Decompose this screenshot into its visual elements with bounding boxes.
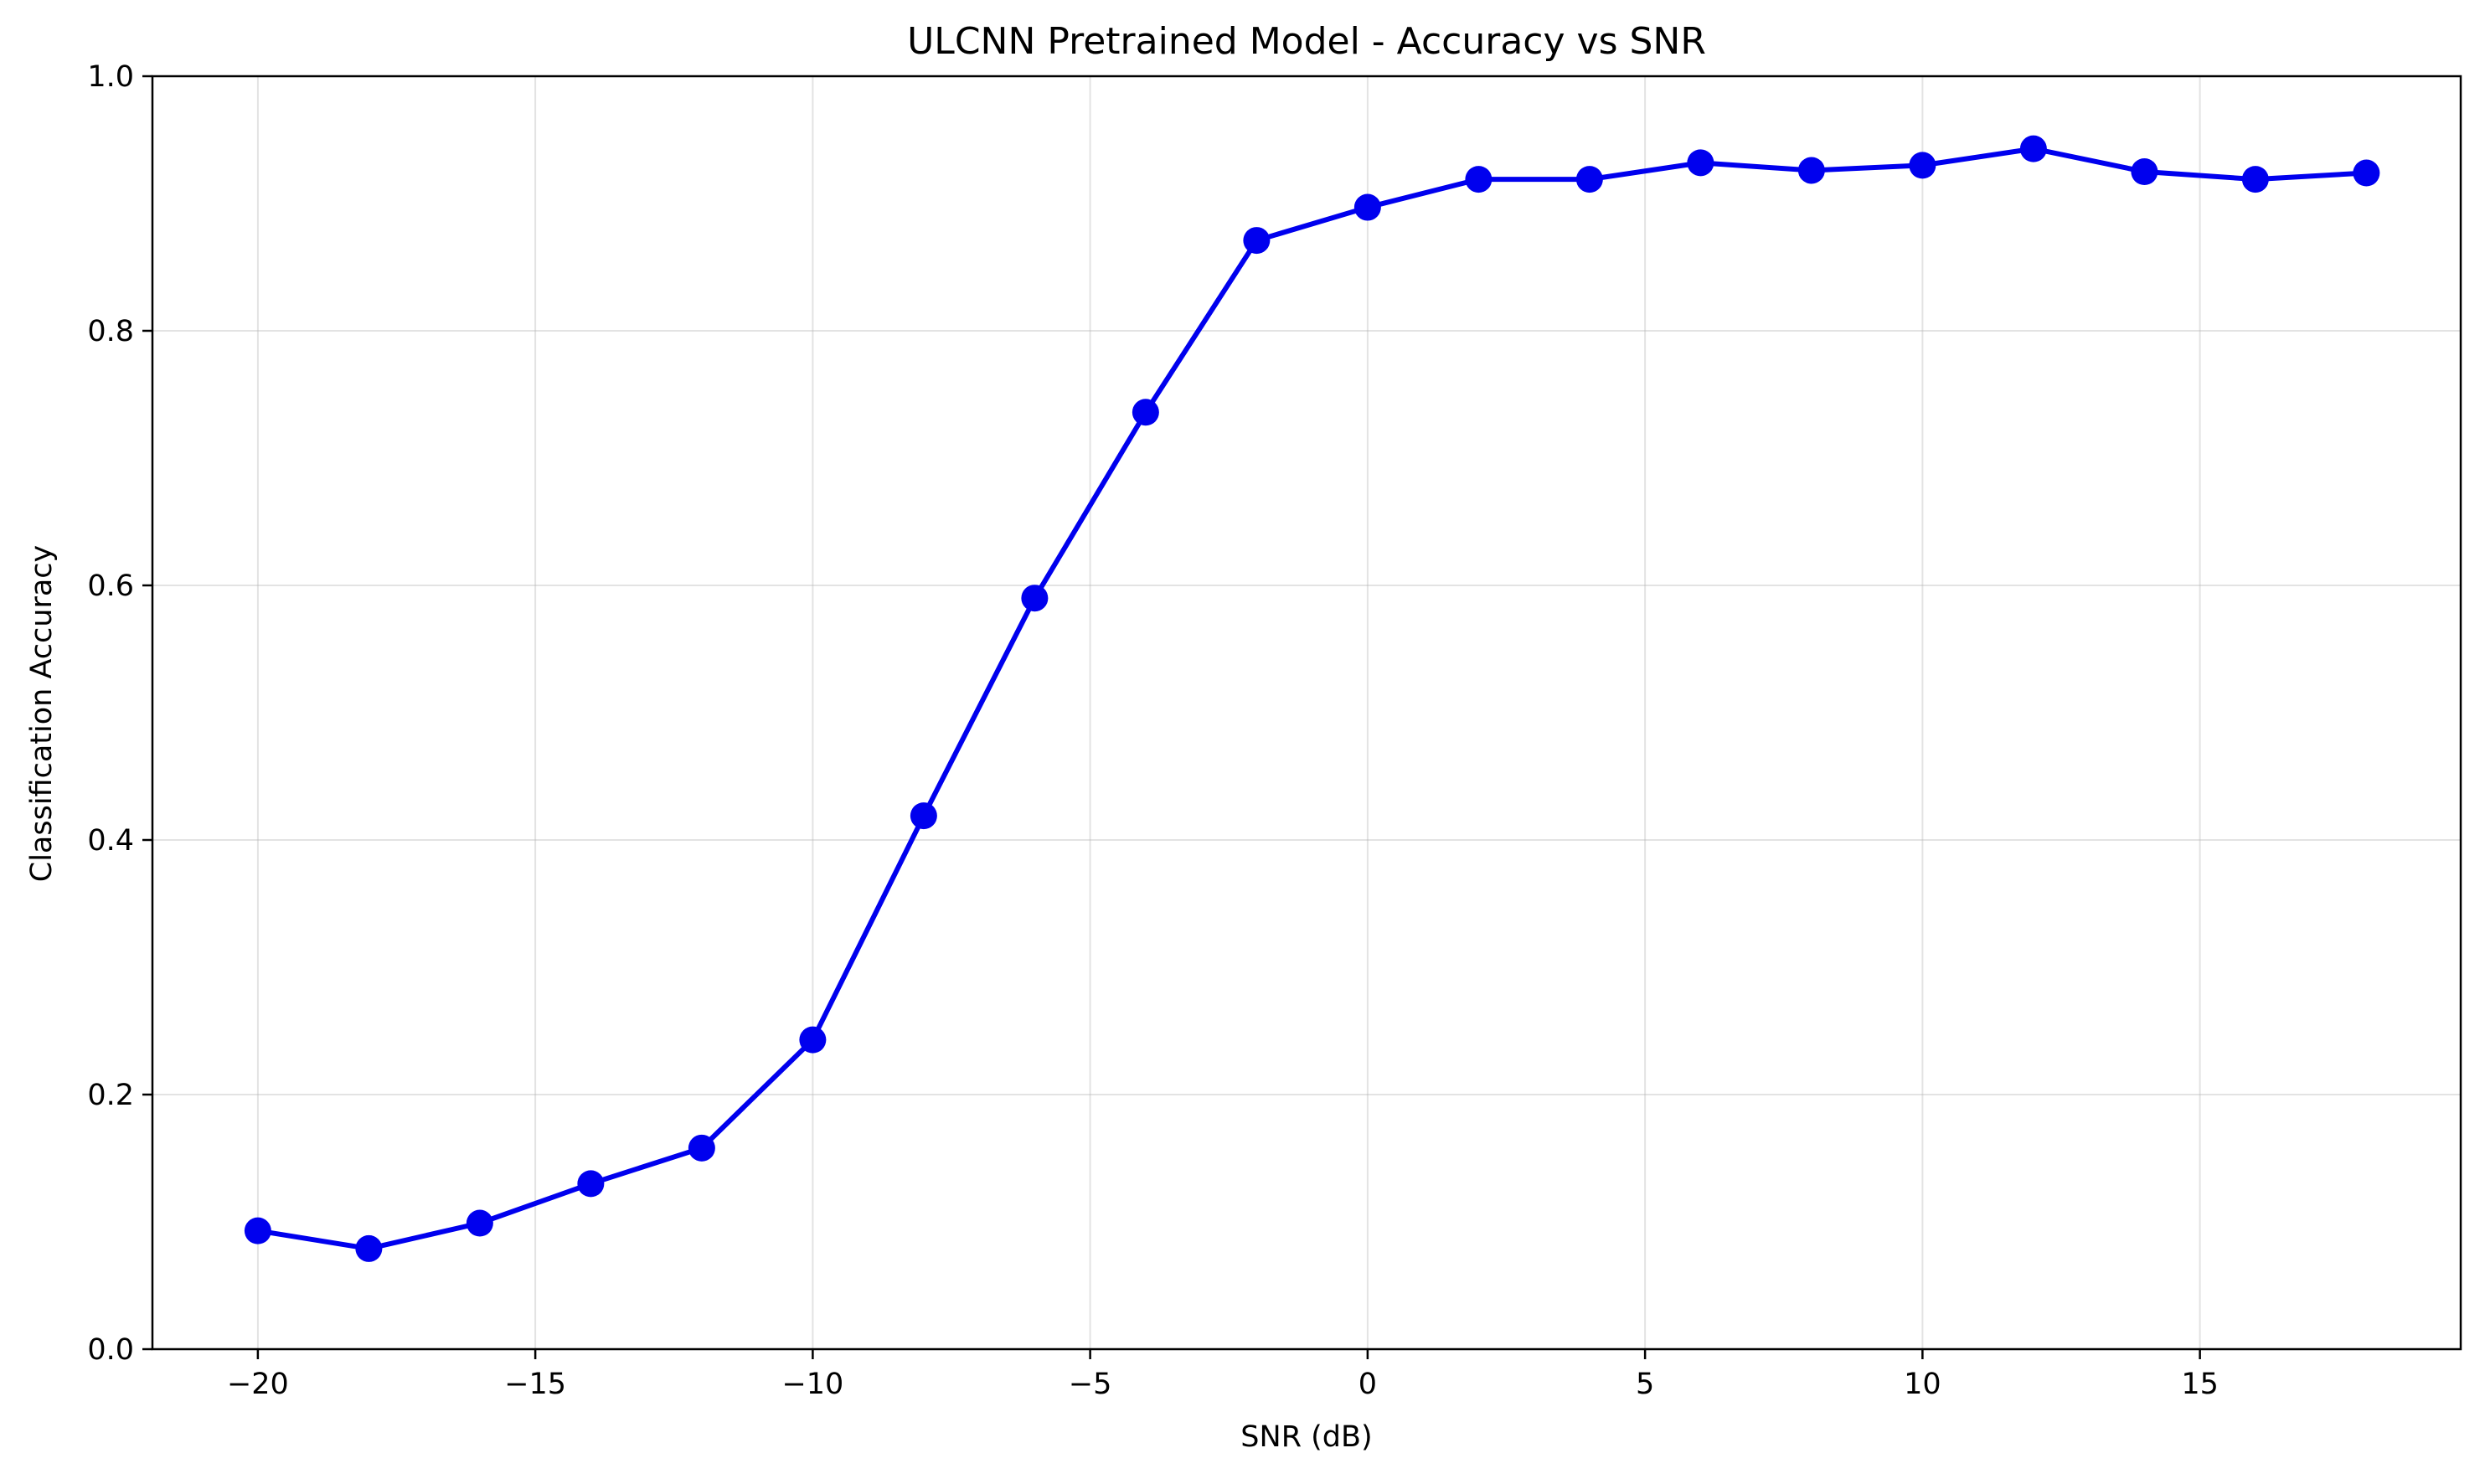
- data-point: [1021, 585, 1049, 612]
- y-tick-label: 0.4: [87, 824, 134, 858]
- data-point: [2353, 159, 2380, 187]
- data-point: [799, 1026, 827, 1054]
- x-tick-label: 5: [1636, 1368, 1654, 1401]
- y-tick-label: 0.8: [87, 315, 134, 348]
- data-point: [1909, 152, 1936, 179]
- data-point: [1353, 193, 1381, 221]
- data-point: [1797, 157, 1825, 184]
- y-axis-label: Classification Accuracy: [25, 545, 59, 883]
- y-tick-label: 0.2: [87, 1079, 134, 1112]
- series-line: [257, 146, 2367, 1251]
- data-point: [466, 1209, 493, 1237]
- x-tick-label: 0: [1359, 1368, 1377, 1401]
- data-point: [355, 1234, 383, 1262]
- data-point: [2019, 135, 2047, 162]
- data-point: [910, 802, 937, 830]
- y-tick-label: 0.6: [87, 569, 134, 603]
- x-tick-label: −15: [504, 1368, 566, 1401]
- data-point: [1132, 399, 1159, 426]
- data-point: [577, 1170, 605, 1198]
- axes-frame: [151, 75, 2462, 1351]
- data-point: [688, 1134, 715, 1162]
- data-point: [244, 1217, 271, 1244]
- data-point: [1687, 149, 1714, 177]
- x-tick-label: 10: [1904, 1368, 1941, 1401]
- series-layer: [244, 135, 2380, 1262]
- y-tick-label: 0.0: [87, 1333, 134, 1367]
- x-tick-label: 15: [2181, 1368, 2219, 1401]
- x-tick-label: −10: [781, 1368, 843, 1401]
- x-tick-label: −5: [1069, 1368, 1112, 1401]
- axis-ticks: −20 −15 −10 −5 0 5 10 15 0.0 0.2 0.4 0.6 0.8 1.0: [87, 60, 2219, 1401]
- chart-title: ULCNN Pretrained Model - Accuracy vs SNR: [907, 20, 1706, 63]
- data-point: [2241, 166, 2269, 193]
- x-axis-label: SNR (dB): [1240, 1420, 1372, 1454]
- data-point: [1243, 227, 1271, 255]
- x-tick-label: −20: [227, 1368, 289, 1401]
- y-tick-label: 1.0: [87, 60, 134, 94]
- data-point: [1465, 166, 1493, 193]
- data-point: [2131, 158, 2158, 185]
- data-point: [1575, 166, 1603, 193]
